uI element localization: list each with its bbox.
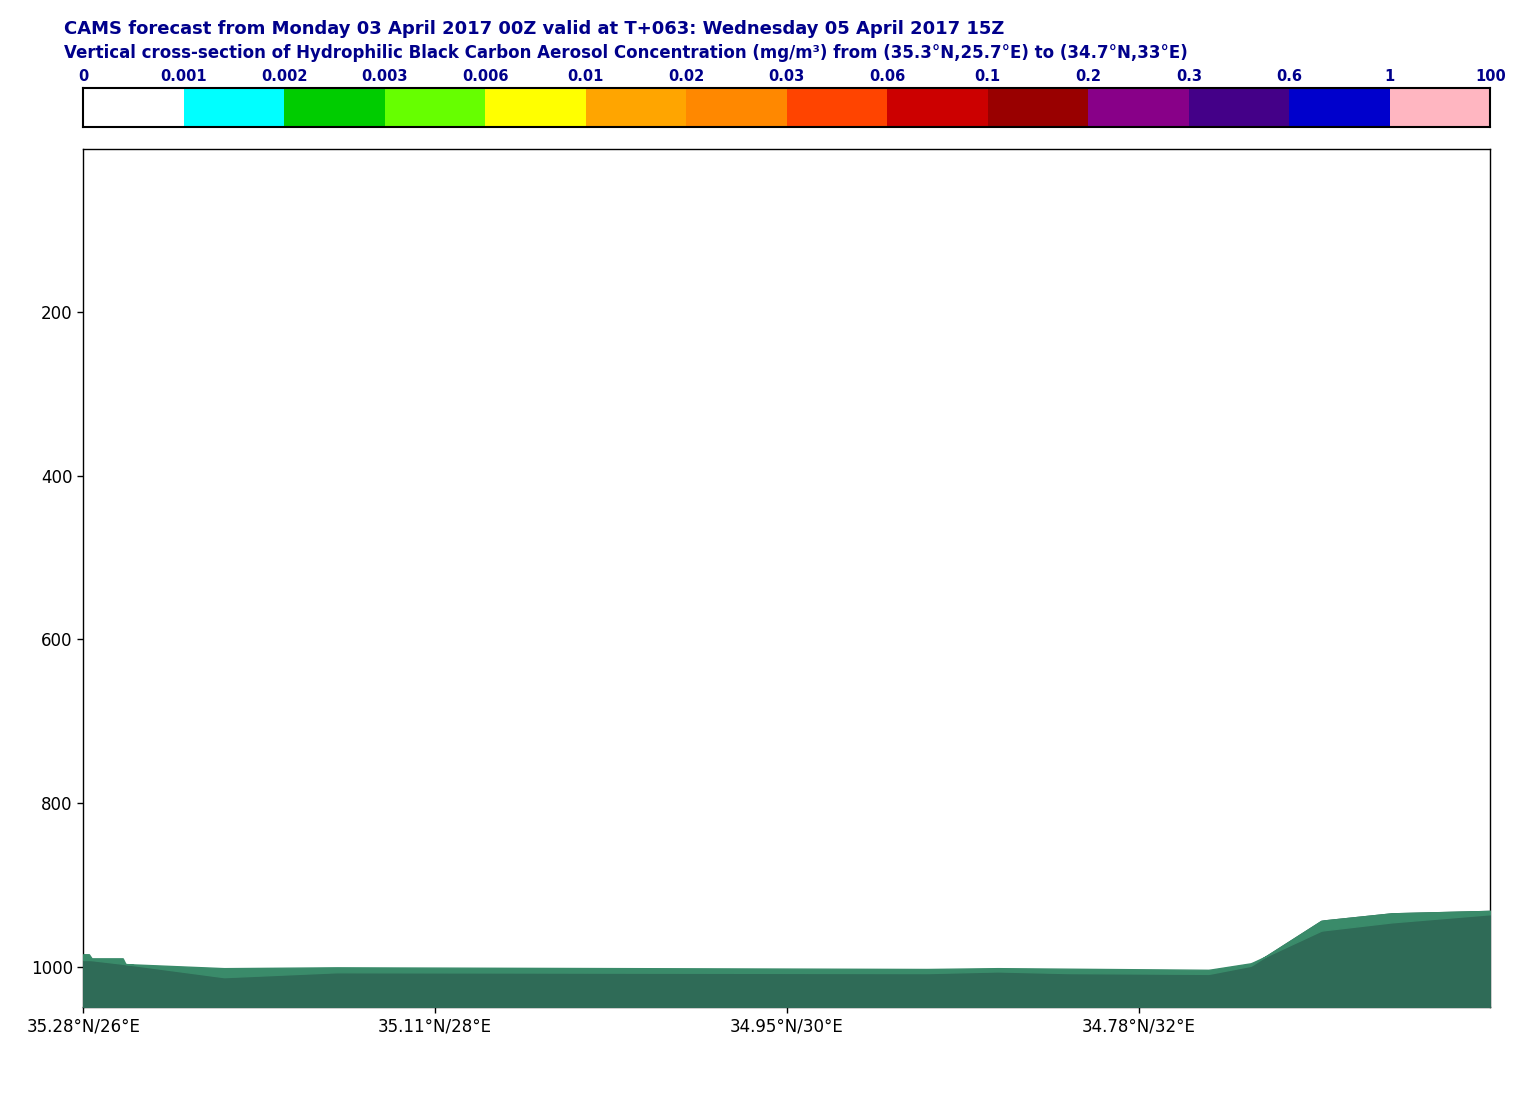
Bar [887, 88, 988, 127]
Bar [1289, 88, 1390, 127]
Bar [284, 88, 384, 127]
Text: 0.6: 0.6 [1277, 68, 1303, 84]
Text: 0.001: 0.001 [160, 68, 207, 84]
Text: 0.02: 0.02 [669, 68, 705, 84]
Text: 0.002: 0.002 [260, 68, 307, 84]
Text: 0.003: 0.003 [362, 68, 409, 84]
Bar [787, 88, 887, 127]
Bar [988, 88, 1088, 127]
Text: 0.1: 0.1 [974, 68, 1000, 84]
Text: 0: 0 [79, 68, 88, 84]
Text: 100: 100 [1475, 68, 1505, 84]
Bar [83, 88, 183, 127]
Bar [1189, 88, 1289, 127]
Text: 0.06: 0.06 [868, 68, 905, 84]
Text: 0.006: 0.006 [461, 68, 508, 84]
Text: Vertical cross-section of Hydrophilic Black Carbon Aerosol Concentration (mg/m³): Vertical cross-section of Hydrophilic Bl… [64, 44, 1188, 62]
Bar [384, 88, 486, 127]
Bar [486, 88, 586, 127]
Text: 0.01: 0.01 [567, 68, 604, 84]
Text: 0.3: 0.3 [1176, 68, 1201, 84]
Bar [586, 88, 687, 127]
Text: 0.2: 0.2 [1076, 68, 1101, 84]
Bar [183, 88, 284, 127]
Bar [1390, 88, 1490, 127]
Text: 0.03: 0.03 [769, 68, 805, 84]
Bar [1088, 88, 1189, 127]
Text: 1: 1 [1384, 68, 1395, 84]
Text: CAMS forecast from Monday 03 April 2017 00Z valid at T+063: Wednesday 05 April 2: CAMS forecast from Monday 03 April 2017 … [64, 20, 1003, 37]
Bar [687, 88, 787, 127]
